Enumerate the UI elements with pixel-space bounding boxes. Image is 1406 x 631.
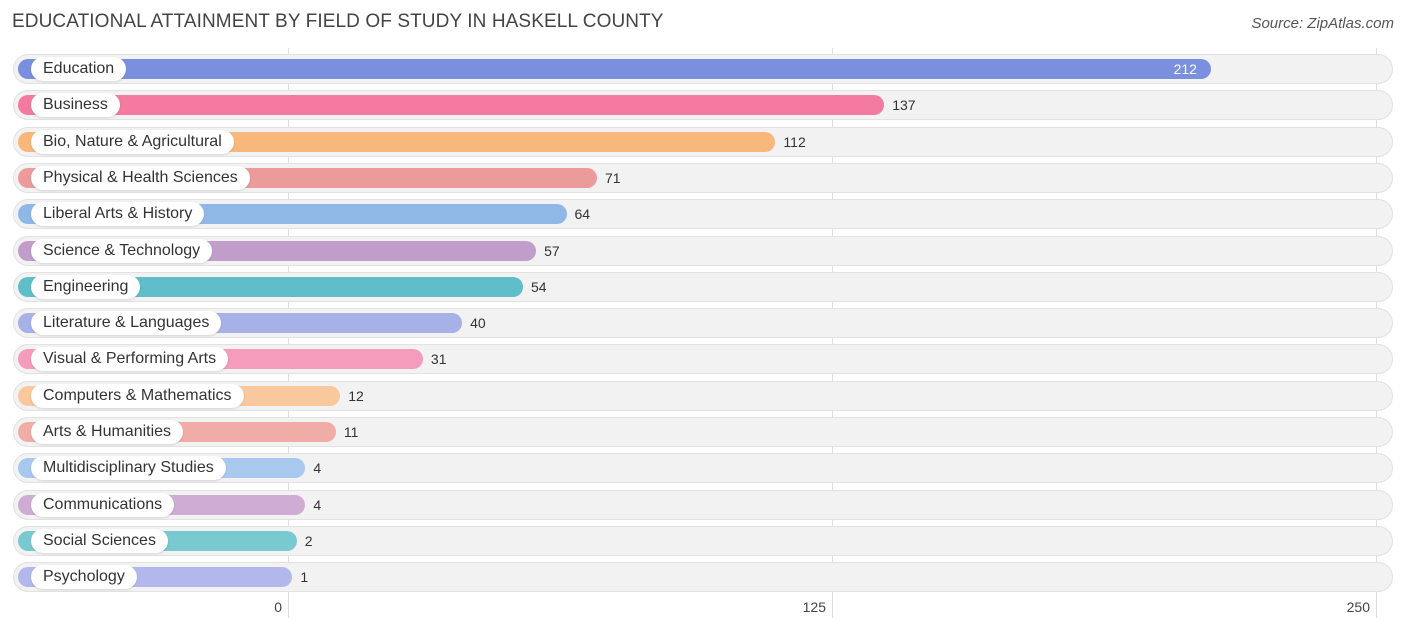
- category-label: Education: [31, 57, 127, 81]
- bar-row: Physical & Health Sciences 71: [13, 163, 1393, 193]
- category-label: Social Sciences: [31, 529, 168, 553]
- bar-row: Communications 4: [13, 490, 1393, 520]
- value-label: 1: [300, 569, 309, 585]
- bar: [18, 95, 885, 115]
- category-label: Bio, Nature & Agricultural: [31, 130, 234, 154]
- bar: [18, 59, 1211, 79]
- bar-row: Visual & Performing Arts 31: [13, 344, 1393, 374]
- value-label: 11: [343, 424, 359, 440]
- category-label: Visual & Performing Arts: [31, 347, 229, 371]
- bar-row: Multidisciplinary Studies 4: [13, 453, 1393, 483]
- bar-row: Social Sciences 2: [13, 526, 1393, 556]
- x-tick-label: 0: [274, 599, 282, 615]
- value-label: 4: [313, 497, 322, 513]
- bar: [18, 277, 523, 297]
- bar-row: Liberal Arts & History 64: [13, 199, 1393, 229]
- category-label: Computers & Mathematics: [31, 384, 244, 408]
- x-tick-label: 125: [802, 599, 826, 615]
- value-label: 71: [604, 170, 621, 186]
- bar-row: Science & Technology 57: [13, 236, 1393, 266]
- category-label: Physical & Health Sciences: [31, 166, 250, 190]
- value-label: 112: [783, 134, 806, 150]
- source-label: Source: ZipAtlas.com: [1251, 15, 1394, 32]
- bar-row: Computers & Mathematics 12: [13, 381, 1393, 411]
- category-label: Arts & Humanities: [31, 420, 184, 444]
- category-label: Business: [31, 93, 120, 117]
- value-label: 12: [348, 388, 364, 404]
- chart-title: EDUCATIONAL ATTAINMENT BY FIELD OF STUDY…: [12, 11, 664, 32]
- value-label: 212: [1173, 61, 1197, 77]
- bar-row: Bio, Nature & Agricultural 112: [13, 127, 1393, 157]
- bar-row: Arts & Humanities 11: [13, 417, 1393, 447]
- bar-row: Psychology 1: [13, 562, 1393, 592]
- bar-row: Literature & Languages 40: [13, 308, 1393, 338]
- category-label: Psychology: [31, 565, 137, 589]
- value-label: 2: [304, 533, 313, 549]
- value-label: 137: [892, 97, 916, 113]
- category-label: Literature & Languages: [31, 311, 222, 335]
- value-label: 54: [531, 279, 547, 295]
- category-label: Liberal Arts & History: [31, 202, 205, 226]
- x-tick-label: 250: [1346, 599, 1370, 615]
- value-label: 31: [430, 351, 447, 367]
- bar-row: Business 137: [13, 90, 1393, 120]
- bar-row: Education 212: [13, 54, 1393, 84]
- category-label: Communications: [31, 493, 175, 517]
- value-label: 4: [313, 460, 322, 476]
- bar-row: Engineering 54: [13, 272, 1393, 302]
- category-label: Engineering: [31, 275, 141, 299]
- value-label: 40: [470, 315, 486, 331]
- category-label: Science & Technology: [31, 239, 213, 263]
- value-label: 57: [544, 243, 560, 259]
- category-label: Multidisciplinary Studies: [31, 456, 226, 480]
- value-label: 64: [574, 206, 591, 222]
